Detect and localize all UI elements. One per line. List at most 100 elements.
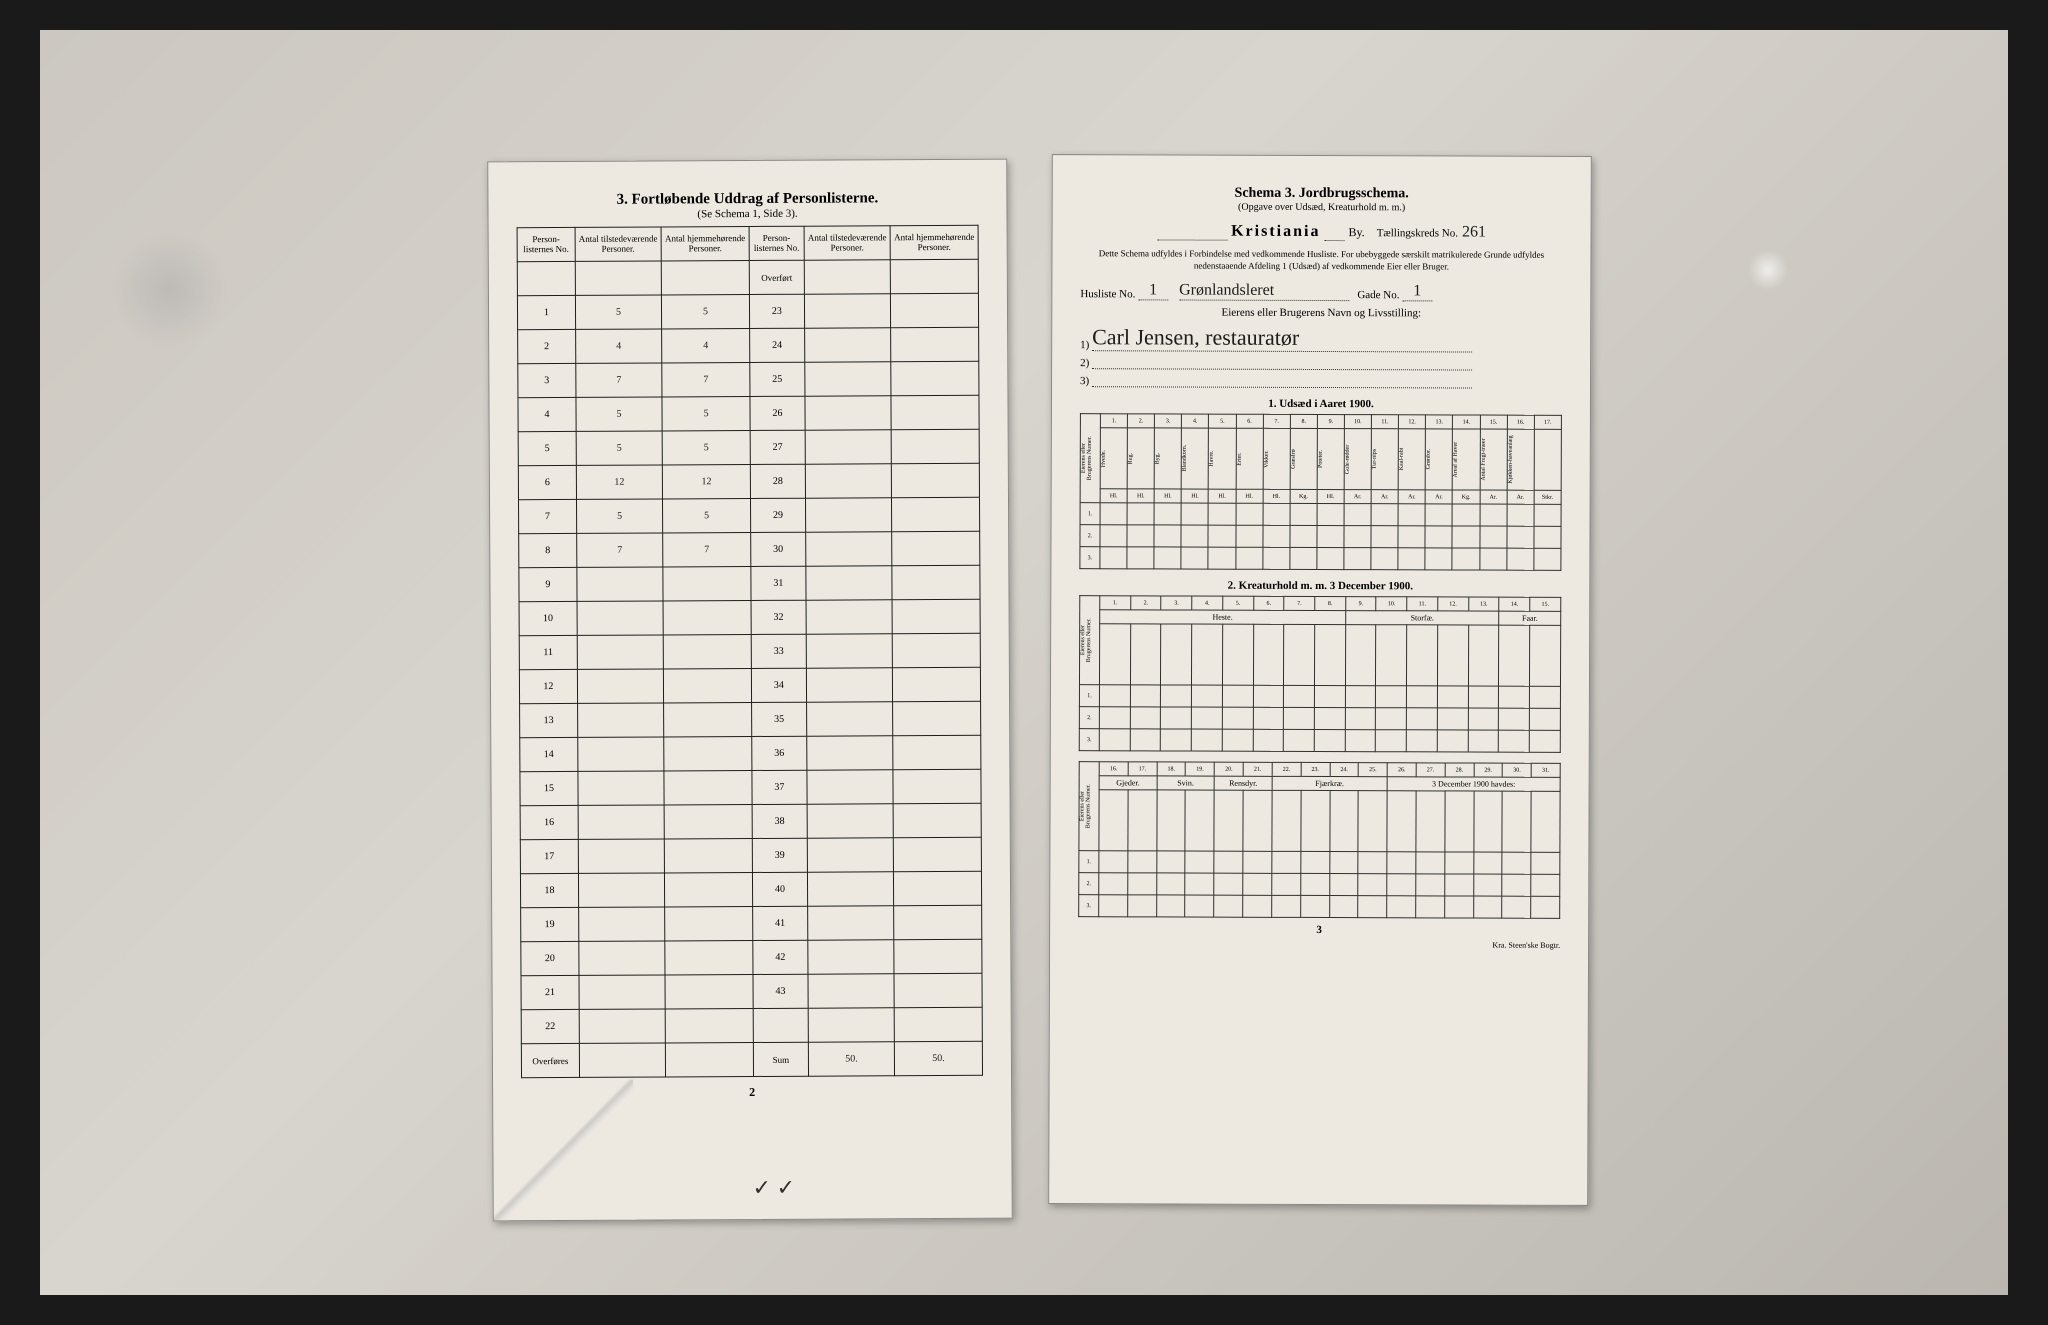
row-label: 2. [1080, 525, 1100, 547]
cell [1099, 707, 1130, 729]
cell: 32 [751, 600, 806, 634]
cell [808, 974, 894, 1008]
col-num: 10. [1344, 415, 1371, 429]
col-num: 16. [1099, 762, 1128, 776]
cell: 24 [750, 328, 805, 362]
cell [1437, 708, 1468, 730]
cell [665, 872, 753, 906]
cell [1344, 526, 1371, 548]
group-header: Heste. [1100, 610, 1346, 625]
col-num: 1. [1100, 414, 1127, 428]
cell [1345, 686, 1376, 708]
col-num: 11. [1407, 597, 1438, 611]
kreds-value: 261 [1462, 223, 1486, 240]
cell [1358, 852, 1387, 874]
col-num: 21. [1243, 763, 1272, 777]
cell [1452, 548, 1479, 570]
cell [1100, 547, 1127, 569]
cell [1154, 503, 1181, 525]
cell: 19 [521, 907, 579, 941]
cell [1329, 874, 1358, 896]
cell [664, 770, 752, 804]
cell [578, 839, 664, 873]
col-num: 9. [1317, 415, 1344, 429]
col-num: 15. [1480, 415, 1507, 429]
cell [1425, 526, 1452, 548]
row-label: 1. [1080, 503, 1100, 525]
cell: 14 [520, 737, 578, 771]
cell [1185, 851, 1214, 873]
row-label: 2. [1079, 707, 1099, 729]
cell: 7 [662, 362, 750, 396]
col-num: 4. [1192, 596, 1223, 610]
cell [892, 565, 980, 599]
cell [805, 464, 891, 498]
col-num: 6. [1236, 415, 1263, 429]
cell [579, 1009, 665, 1043]
cell [894, 871, 982, 905]
cell [578, 737, 664, 771]
cell [893, 769, 981, 803]
cell: 18 [520, 873, 578, 907]
cell: 40 [752, 872, 807, 906]
cell [1272, 874, 1301, 896]
cell: 7 [663, 532, 751, 566]
cell [893, 735, 981, 769]
cell [1185, 895, 1214, 917]
cell [1425, 504, 1452, 526]
cell: 7 [519, 499, 577, 533]
col-num: 18. [1157, 762, 1186, 776]
cell [1468, 686, 1499, 708]
col-num: 8. [1315, 597, 1346, 611]
col-num: 12. [1399, 415, 1426, 429]
col-num: 23. [1301, 763, 1330, 777]
cell [1468, 708, 1499, 730]
cell [1502, 875, 1531, 897]
col-header: Antal hjemmehørende Personer. [890, 225, 978, 259]
cell [663, 566, 751, 600]
cell [578, 805, 664, 839]
cell: 30 [751, 532, 806, 566]
city: Kristiania [1231, 223, 1320, 241]
cell: 42 [753, 940, 808, 974]
right-page: Schema 3. Jordbrugsschema. (Opgave over … [1048, 154, 1592, 1206]
cell [807, 736, 893, 770]
col-num: 12. [1438, 597, 1469, 611]
cell [1502, 853, 1531, 875]
cell [1407, 686, 1438, 708]
cell [577, 635, 663, 669]
group-header: Gjeder. [1099, 776, 1157, 790]
col-num: 3. [1155, 414, 1182, 428]
col-num: 3. [1161, 596, 1192, 610]
cell [1161, 707, 1192, 729]
col-num: 2. [1127, 414, 1154, 428]
cell [1398, 526, 1425, 548]
cell [1529, 731, 1560, 753]
cell [1387, 874, 1416, 896]
cell [1208, 547, 1235, 569]
cell [1099, 851, 1128, 873]
cell [1214, 896, 1243, 918]
cell [1499, 686, 1530, 708]
cell [578, 873, 664, 907]
cell [1479, 548, 1506, 570]
cell [1208, 525, 1235, 547]
cell [1479, 526, 1506, 548]
cell: 17 [520, 839, 578, 873]
col-num: 11. [1371, 415, 1398, 429]
cell [1531, 897, 1560, 919]
cell: 39 [752, 838, 807, 872]
col-num: 2. [1130, 596, 1161, 610]
cell [1156, 851, 1185, 873]
cell: 15 [520, 771, 578, 805]
cell: 22 [521, 1009, 579, 1043]
cell [1444, 874, 1473, 896]
cell: 5 [518, 431, 576, 465]
cell [1128, 873, 1157, 895]
cell: 11 [519, 635, 577, 669]
cell [1181, 547, 1208, 569]
cell [1263, 504, 1290, 526]
cell: 31 [751, 566, 806, 600]
cell [1243, 896, 1272, 918]
cell [1284, 708, 1315, 730]
